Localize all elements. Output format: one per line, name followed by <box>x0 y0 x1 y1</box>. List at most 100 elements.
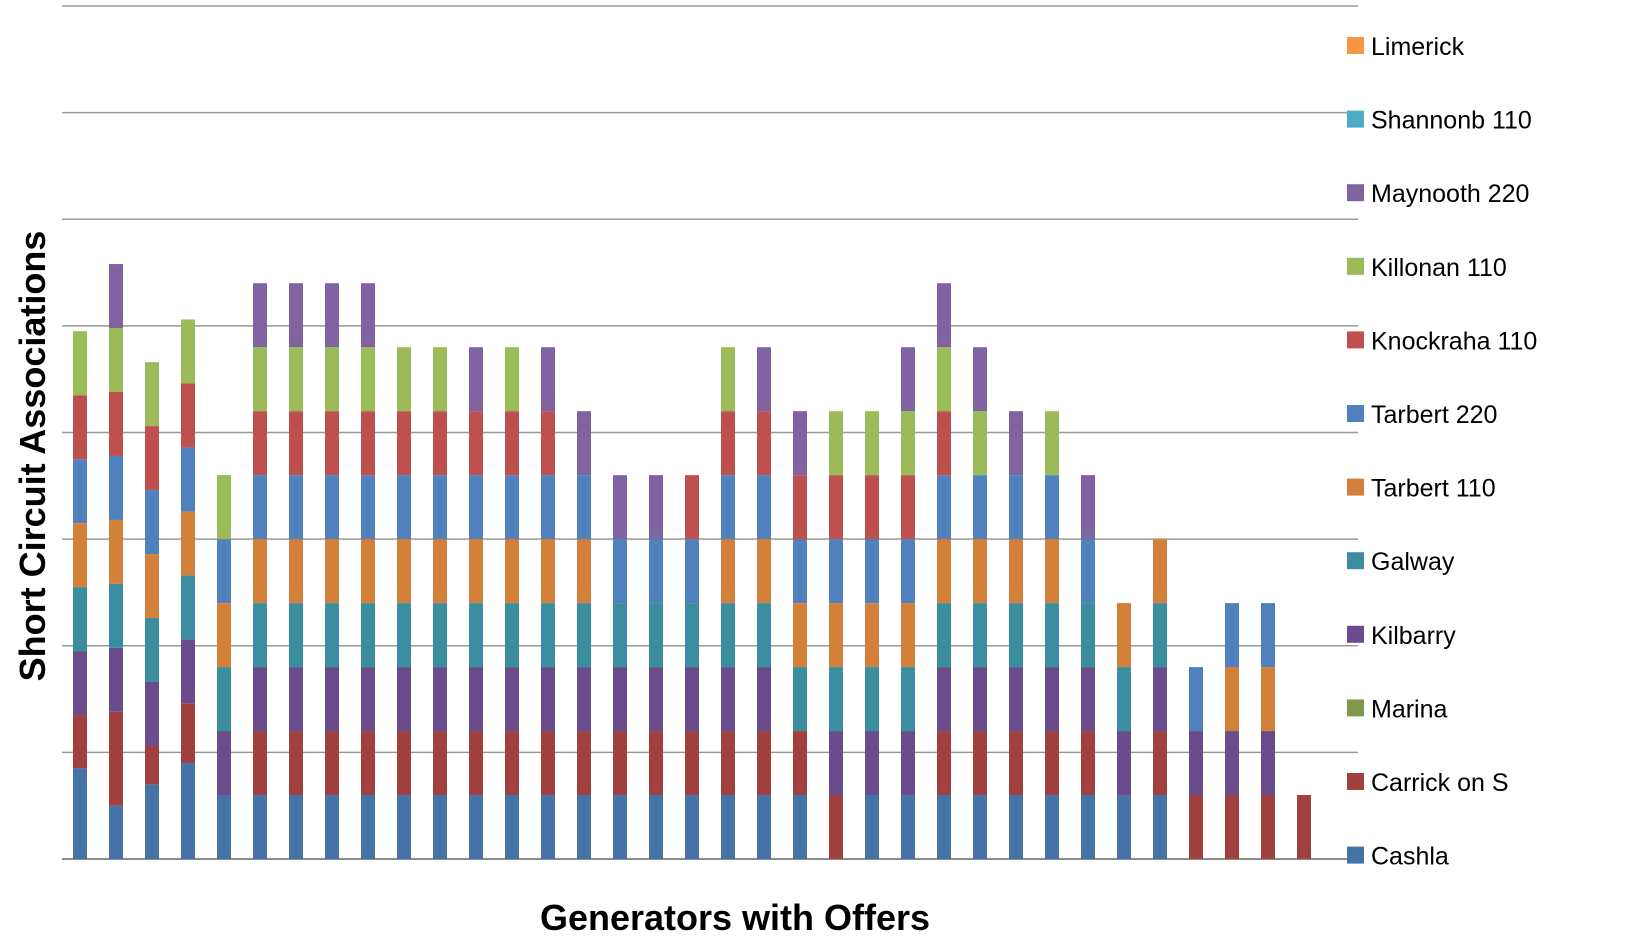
legend-swatch <box>1347 257 1364 275</box>
bar-segment-galway <box>397 603 411 668</box>
bar-segment-cashla <box>649 795 663 859</box>
bar-segment-knockraha-110 <box>109 391 123 456</box>
bar-segment-carrick-on-s <box>397 731 411 796</box>
legend-label: Maynooth 220 <box>1371 180 1529 208</box>
bar-segment-galway <box>253 603 267 668</box>
bar-segment-cashla <box>289 795 303 859</box>
bar-segment-galway <box>181 575 195 640</box>
bar-segment-kilbarry <box>901 731 915 796</box>
bar-segment-tarbert-110 <box>757 539 771 604</box>
bar-segment-cashla <box>397 795 411 859</box>
x-axis-title: Generators with Offers <box>540 897 930 938</box>
bar-segment-galway <box>685 603 699 668</box>
bar-segment-galway <box>793 667 807 732</box>
bar-segment-cashla <box>73 768 87 859</box>
bar-segment-kilbarry <box>577 667 591 732</box>
bar-segment-carrick-on-s <box>577 731 591 796</box>
bar-segment-galway <box>901 667 915 732</box>
bar-segment-galway <box>973 603 987 668</box>
bar-segment-maynooth-220 <box>901 347 915 412</box>
bar-segment-tarbert-220 <box>289 475 303 540</box>
bar-segment-tarbert-110 <box>1045 539 1059 604</box>
bar-segment-kilbarry <box>145 682 159 746</box>
bar-segment-kilbarry <box>361 667 375 732</box>
bar-segment-tarbert-220 <box>649 539 663 604</box>
bar-segment-kilbarry <box>757 667 771 732</box>
bar-segment-galway <box>289 603 303 668</box>
bar-segment-tarbert-220 <box>73 459 87 524</box>
bar-segment-galway <box>469 603 483 668</box>
bar-segment-killonan-110 <box>253 347 267 412</box>
legend-label: Marina <box>1371 695 1448 723</box>
bar-segment-carrick-on-s <box>1153 731 1167 796</box>
bar-segment-kilbarry <box>721 667 735 732</box>
bar-segment-cashla <box>325 795 339 859</box>
legend-label: Galway <box>1371 548 1455 576</box>
bar-segment-tarbert-220 <box>1189 667 1203 732</box>
bar-segment-maynooth-220 <box>109 264 123 329</box>
legend-label: Carrick on S <box>1371 769 1509 797</box>
bar-segment-kilbarry <box>973 667 987 732</box>
bar-segment-carrick-on-s <box>757 731 771 796</box>
bar-segment-tarbert-220 <box>505 475 519 540</box>
bar-segment-carrick-on-s <box>685 731 699 796</box>
bar-segment-galway <box>145 618 159 683</box>
bar-segment-kilbarry <box>865 731 879 796</box>
bar-segment-tarbert-110 <box>253 539 267 604</box>
bar-segment-cashla <box>433 795 447 859</box>
bar-segment-carrick-on-s <box>1225 795 1239 859</box>
bar-segment-tarbert-110 <box>829 603 843 668</box>
bar-segment-carrick-on-s <box>613 731 627 796</box>
bar-segment-carrick-on-s <box>145 745 159 785</box>
bar-segment-killonan-110 <box>505 347 519 412</box>
bar-segment-knockraha-110 <box>505 411 519 476</box>
bar-segment-carrick-on-s <box>469 731 483 796</box>
bar-segment-killonan-110 <box>145 362 159 427</box>
bar-segment-tarbert-220 <box>361 475 375 540</box>
bar-segment-cashla <box>757 795 771 859</box>
bar-segment-carrick-on-s <box>937 731 951 796</box>
bar-segment-galway <box>541 603 555 668</box>
bar-segment-killonan-110 <box>73 331 87 396</box>
bar-segment-tarbert-110 <box>973 539 987 604</box>
bar-segment-maynooth-220 <box>1081 475 1095 540</box>
bar-segment-kilbarry <box>1117 731 1131 796</box>
bar-segment-kilbarry <box>613 667 627 732</box>
bar-segment-cashla <box>541 795 555 859</box>
bar-segment-galway <box>73 587 87 652</box>
bar-segment-killonan-110 <box>433 347 447 412</box>
bar-segment-carrick-on-s <box>1081 731 1095 796</box>
legend: Limerick Shannonb 110 Maynooth 220 Killonan… <box>1347 33 1537 871</box>
bar-segment-tarbert-110 <box>1117 603 1131 668</box>
bar-segment-galway <box>721 603 735 668</box>
bar-segment-tarbert-220 <box>325 475 339 540</box>
bar-segment-cashla <box>973 795 987 859</box>
bar-segment-carrick-on-s <box>109 711 123 806</box>
bar-segment-carrick-on-s <box>1261 795 1275 859</box>
bar-segment-kilbarry <box>469 667 483 732</box>
bar-segment-tarbert-220 <box>1045 475 1059 540</box>
gridlines <box>62 5 1358 860</box>
bar-segment-killonan-110 <box>1045 411 1059 476</box>
bar-segment-tarbert-220 <box>433 475 447 540</box>
bar-segment-carrick-on-s <box>1009 731 1023 796</box>
bar-segment-tarbert-110 <box>793 603 807 668</box>
bar-segment-kilbarry <box>109 647 123 712</box>
bar-segment-cashla <box>109 805 123 859</box>
bar-segment-knockraha-110 <box>289 411 303 476</box>
bar-segment-maynooth-220 <box>793 411 807 476</box>
legend-swatch <box>1347 184 1364 202</box>
bar-segment-cashla <box>613 795 627 859</box>
bar-segment-knockraha-110 <box>865 475 879 540</box>
bar-segment-tarbert-110 <box>541 539 555 604</box>
bar-segment-maynooth-220 <box>253 283 267 348</box>
bar-segment-tarbert-220 <box>829 539 843 604</box>
bar-segment-tarbert-220 <box>109 455 123 520</box>
bar-segment-carrick-on-s <box>649 731 663 796</box>
bar-segment-knockraha-110 <box>541 411 555 476</box>
bar-segment-kilbarry <box>325 667 339 732</box>
bar-segment-galway <box>109 583 123 648</box>
bar-segment-galway <box>1117 667 1131 732</box>
bar-segment-kilbarry <box>541 667 555 732</box>
bar-segment-tarbert-110 <box>289 539 303 604</box>
